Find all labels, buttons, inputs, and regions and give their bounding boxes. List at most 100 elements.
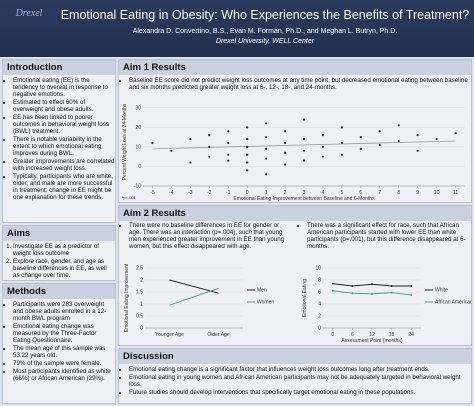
y-tick-label: 6: [318, 290, 321, 296]
y-tick-label: 10: [135, 144, 141, 150]
point: [340, 126, 343, 129]
point: [208, 155, 211, 158]
point: [397, 139, 400, 143]
x-tick-label: 1: [265, 190, 268, 196]
trendline: [152, 140, 456, 150]
x-axis-label: Emotional Eating Improvement between Bas…: [233, 196, 375, 202]
note: *p<.001: [122, 195, 136, 200]
point: [189, 137, 192, 141]
point: [359, 136, 362, 139]
point: [246, 169, 249, 172]
authors: Alexandra D. Convertino, B.S., Evan M. F…: [132, 28, 398, 35]
list: Emotional eating change is a significant…: [119, 366, 471, 396]
x-tick-label: 5: [340, 190, 343, 196]
x-tick-label: -1: [226, 190, 231, 196]
list: Participants were 283 overweight and obe…: [3, 301, 115, 382]
heading: Aim 1 Results: [119, 60, 471, 75]
point: [265, 157, 268, 160]
bullet: Emotional eating (EE) is the tendency to…: [13, 77, 115, 98]
y-tick-label: 0: [138, 164, 141, 170]
y-tick-label: 2: [318, 314, 321, 320]
aim2: Aim 2 Results There were no baseline dif…: [118, 205, 472, 346]
point: [302, 149, 306, 152]
point: [416, 134, 419, 137]
x-tick-label: 9: [416, 190, 419, 196]
legend-label: Women: [257, 300, 274, 306]
aim1: Aim 1 Results Baseline EE score did not p…: [118, 59, 472, 203]
y-axis-label: Percent Weight Loss at 24-Months: [122, 103, 128, 180]
bullet: Emotional eating change is a significant…: [129, 366, 471, 373]
x-tick-label: 0: [246, 190, 249, 196]
point: [246, 145, 249, 148]
header: Drexel Emotional Eating in Obesity: Who …: [0, 0, 474, 57]
x-tick-label: -2: [207, 190, 212, 196]
marker: [331, 289, 334, 292]
introduction: Introduction Emotional eating (EE) is the…: [2, 59, 116, 223]
legend-label: Men: [257, 288, 267, 294]
bullet: Estimated to effect 60% of overweight an…: [13, 99, 115, 113]
point: [283, 141, 287, 145]
y-tick-label: 2: [140, 278, 143, 284]
list: There were no baseline differences in EE…: [119, 222, 291, 251]
bullet: EE has been linked to poorer outcomes in…: [13, 114, 115, 135]
y-axis-label: Emotional Eating Improvement: [124, 264, 130, 332]
marker: [410, 285, 413, 287]
point: [416, 149, 419, 152]
x-tick-label: 18: [389, 332, 395, 338]
bullet: Investigate EE as a predictor of weight …: [13, 243, 115, 257]
y-tick-label: 0: [318, 326, 321, 332]
marker: [390, 291, 393, 294]
x-tick-label: 12: [369, 332, 375, 338]
list: Emotional eating (EE) is the tendency to…: [3, 77, 115, 201]
y-tick-label: 8: [318, 278, 321, 284]
point: [265, 173, 268, 176]
bullet: Most participants identified as white (6…: [13, 368, 115, 382]
y-tick-label: 30: [135, 105, 141, 111]
x-tick-label: 11: [453, 190, 458, 196]
point: [246, 137, 249, 141]
heading: Aims: [3, 226, 115, 241]
heading: Aim 2 Results: [119, 206, 471, 221]
y-tick-label: 2.5: [136, 266, 143, 272]
bullet: There is notable variability in the exte…: [13, 136, 115, 157]
series-line: [169, 287, 219, 306]
bullet: 79% of the sample were female.: [13, 360, 115, 367]
bullet: Explore race, gender, and age as baselin…: [13, 258, 115, 279]
point: [378, 143, 381, 147]
bullet: There was a significant effect for race,…: [307, 222, 469, 250]
bullet: Baseline EE score did not predict weight…: [129, 77, 471, 91]
point: [208, 134, 211, 137]
point: [227, 130, 230, 133]
x-tick-label: -3: [188, 190, 193, 196]
y-axis-label: Emotional Eating: [302, 279, 308, 317]
point: [189, 161, 192, 164]
point: [378, 130, 381, 133]
point: [321, 134, 325, 137]
point: [208, 145, 211, 148]
bullet: The mean age of this sample was 53.22 ye…: [13, 345, 115, 359]
x-tick-label: Younger Age: [155, 332, 184, 338]
marker: [371, 292, 373, 295]
point: [265, 122, 268, 125]
point: [340, 141, 343, 145]
bullet: There were no baseline differences in EE…: [129, 222, 291, 250]
marker: [371, 283, 373, 286]
logo: Drexel: [15, 8, 43, 19]
x-tick-label: 24: [408, 332, 414, 338]
y-tick-label: 4: [318, 302, 321, 308]
heading: Methods: [3, 284, 115, 299]
point: [265, 147, 268, 150]
point: [302, 137, 306, 141]
x-tick-label: 4: [322, 190, 325, 196]
point: [246, 161, 249, 164]
point: [170, 149, 173, 152]
bullet: Typically, participants who are white, o…: [13, 173, 115, 201]
point: [283, 163, 287, 166]
x-tick-label: Older Age: [207, 332, 229, 338]
y-tick-label: 10: [315, 266, 321, 272]
x-tick-label: 8: [397, 190, 400, 196]
line-chart: 0 0.5 1 1.5 2 2.5 Emotional Eating Improvement…: [124, 264, 274, 338]
marker: [331, 282, 334, 285]
